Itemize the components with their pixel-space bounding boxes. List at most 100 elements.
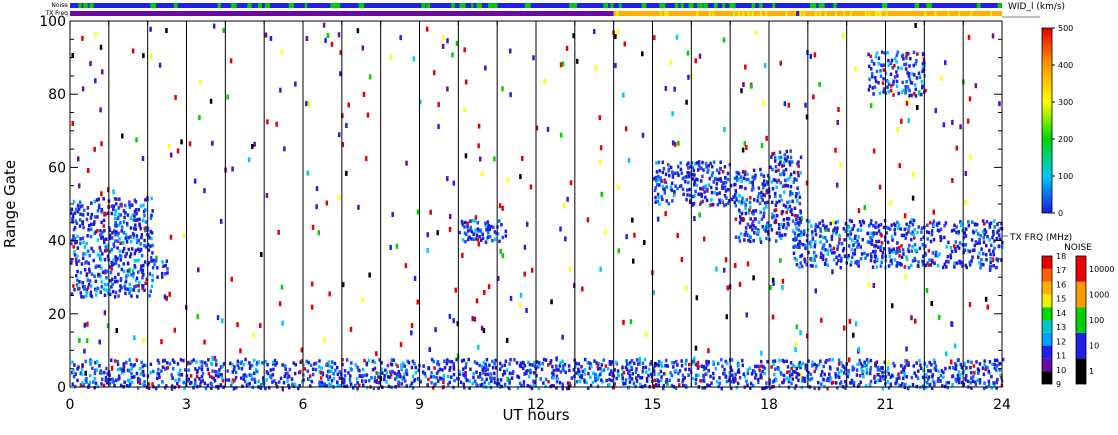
echo-cell [141, 364, 144, 369]
echo-cell [872, 223, 875, 228]
echo-cell [112, 204, 116, 208]
echo-cell [164, 386, 167, 390]
scatter-echo [429, 209, 432, 215]
scatter-echo [456, 321, 460, 327]
echo-cell [789, 172, 793, 177]
scatter-echo [391, 211, 394, 217]
scatter-echo [967, 34, 971, 40]
echo-cell [731, 373, 734, 377]
scatter-echo [746, 261, 750, 267]
echo-cell [142, 373, 146, 378]
echo-cell [890, 223, 893, 227]
x-tick-label: 3 [182, 397, 191, 413]
echo-cell [431, 386, 435, 390]
echo-cell [965, 374, 968, 378]
scatter-echo [565, 45, 569, 51]
echo-cell [898, 254, 901, 258]
echo-cell [929, 263, 933, 267]
echo-cell [509, 357, 512, 362]
echo-cell [936, 379, 940, 384]
echo-cell [688, 193, 692, 198]
scatter-echo [419, 99, 422, 105]
scatter-echo [426, 232, 429, 238]
echo-cell [972, 374, 975, 379]
echo-cell [672, 360, 676, 365]
echo-cell [790, 212, 794, 217]
echo-cell [784, 204, 788, 209]
echo-cell [81, 213, 85, 217]
scatter-echo [532, 55, 535, 61]
echo-cell [676, 164, 680, 169]
echo-cell [784, 183, 788, 188]
echo-cell [441, 368, 444, 372]
echo-cell [826, 376, 830, 381]
echo-cell [145, 277, 149, 282]
echo-cell [108, 292, 112, 297]
echo-cell [575, 379, 579, 384]
echo-cell [947, 260, 950, 264]
freq-strip-mark [666, 11, 669, 16]
echo-cell [900, 364, 903, 368]
echo-cell [437, 379, 440, 383]
noise-strip-mark [524, 3, 531, 8]
echo-cell [792, 369, 795, 374]
echo-cell [818, 221, 821, 225]
echo-cell [952, 366, 955, 370]
echo-cell [482, 371, 485, 375]
echo-cell [861, 364, 864, 368]
echo-cell [490, 376, 493, 380]
echo-cell [753, 231, 756, 235]
echo-cell [784, 178, 787, 183]
echo-cell [697, 163, 701, 168]
echo-cell [112, 207, 115, 212]
echo-cell [218, 372, 222, 377]
echo-cell [602, 368, 606, 372]
echo-cell [795, 192, 798, 196]
echo-cell [502, 369, 506, 374]
echo-cell [375, 371, 378, 375]
scatter-echo [743, 141, 747, 147]
echo-cell [72, 375, 76, 379]
echo-cell [924, 244, 927, 248]
echo-cell [701, 199, 705, 204]
echo-cell [308, 377, 311, 382]
echo-cell [685, 175, 688, 179]
echo-cell [120, 267, 124, 272]
echo-cell [983, 363, 986, 367]
scatter-echo [734, 377, 737, 383]
echo-cell [901, 80, 904, 85]
echo-cell [108, 236, 112, 241]
echo-cell [79, 291, 83, 295]
echo-cell [897, 223, 901, 227]
echo-cell [631, 372, 635, 376]
echo-cell [83, 245, 87, 249]
echo-cell [788, 160, 791, 164]
echo-cell [128, 254, 132, 259]
echo-cell [981, 366, 985, 370]
echo-cell [992, 232, 995, 237]
echo-cell [996, 377, 999, 382]
echo-cell [753, 175, 757, 180]
echo-cell [862, 370, 865, 374]
echo-cell [103, 282, 107, 287]
echo-cell [930, 229, 934, 233]
echo-cell [768, 378, 771, 382]
echo-cell [720, 198, 724, 203]
echo-cell [113, 212, 117, 216]
echo-cell [92, 249, 95, 253]
noise-colorbar-label: 100 [1089, 316, 1104, 325]
echo-cell [921, 84, 924, 88]
echo-cell [734, 182, 737, 187]
scatter-echo [891, 303, 894, 309]
echo-cell [889, 61, 893, 66]
echo-cell [615, 376, 618, 381]
echo-cell [134, 200, 138, 204]
echo-cell [463, 231, 467, 235]
echo-cell [307, 360, 310, 365]
echo-cell [358, 368, 361, 373]
echo-cell [933, 261, 936, 265]
echo-cell [893, 228, 897, 232]
echo-cell [75, 273, 78, 278]
echo-cell [794, 384, 798, 388]
echo-cell [984, 230, 988, 234]
